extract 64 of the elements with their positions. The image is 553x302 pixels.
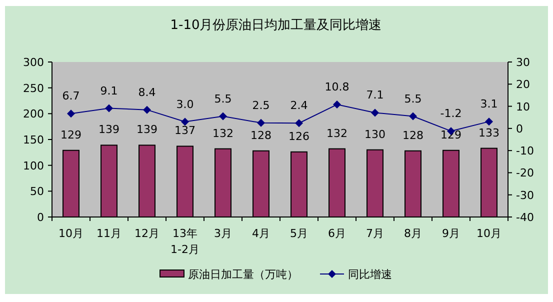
point bbox=[333, 100, 341, 109]
data-label: 132 bbox=[326, 126, 348, 140]
point bbox=[485, 118, 493, 126]
y2-tick-label: 10 bbox=[516, 100, 530, 114]
x-tick-label: 4月 bbox=[252, 227, 270, 240]
point bbox=[105, 104, 113, 112]
point bbox=[295, 119, 303, 128]
y2-tick-label: -20 bbox=[516, 166, 534, 180]
data-label: 139 bbox=[136, 123, 158, 136]
x-tick-label: 9月 bbox=[442, 227, 460, 240]
y-tick-label: 300 bbox=[23, 56, 44, 69]
y2-tick-label: 20 bbox=[516, 78, 530, 92]
data-label: 2.4 bbox=[290, 99, 308, 112]
x-tick-label: 8月 bbox=[404, 227, 422, 240]
y-tick-label: 100 bbox=[23, 159, 44, 172]
data-label: 9.1 bbox=[100, 84, 118, 98]
y-tick-label: 200 bbox=[23, 108, 44, 121]
x-tick-label: 5月 bbox=[290, 227, 308, 240]
data-label: 5.5 bbox=[404, 92, 422, 106]
y2-tick-label: 0 bbox=[516, 122, 523, 136]
data-label: 3.1 bbox=[480, 98, 498, 111]
x-tick-label: 13年 1-2月 bbox=[170, 227, 200, 256]
data-label: 7.1 bbox=[366, 88, 384, 102]
x-tick-label: 10月 bbox=[476, 227, 502, 240]
x-tick-label: 7月 bbox=[366, 227, 384, 240]
data-label: 5.5 bbox=[214, 92, 232, 106]
y2-tick-label: -30 bbox=[516, 188, 534, 202]
x-tick-label: 6月 bbox=[328, 227, 346, 240]
y-tick-label: 50 bbox=[30, 185, 44, 198]
y-tick-label: 0 bbox=[37, 211, 44, 224]
data-label: 128 bbox=[250, 128, 272, 142]
data-label: 133 bbox=[478, 126, 500, 140]
data-label: 126 bbox=[288, 130, 310, 143]
point bbox=[181, 118, 189, 126]
point bbox=[143, 106, 151, 114]
data-label: 128 bbox=[402, 128, 424, 142]
y2-tick-label: -10 bbox=[516, 144, 534, 158]
data-label: 6.7 bbox=[62, 90, 80, 103]
y-tick-label: 150 bbox=[23, 134, 44, 146]
point bbox=[409, 112, 417, 120]
data-label: 132 bbox=[212, 126, 234, 140]
data-label: 139 bbox=[98, 123, 120, 136]
y2-tick-label: 30 bbox=[516, 56, 530, 69]
y2-tick-label: -40 bbox=[516, 211, 534, 224]
data-label: -1.2 bbox=[440, 107, 462, 120]
data-label: 130 bbox=[364, 128, 386, 141]
x-tick-label: 12月 bbox=[134, 227, 160, 240]
x-tick-label: 11月 bbox=[96, 227, 122, 240]
x-tick-label: 10月 bbox=[58, 227, 84, 240]
point bbox=[219, 112, 227, 120]
data-label: 137 bbox=[174, 124, 196, 138]
legend-label: 原油日加工量（万吨） bbox=[188, 268, 298, 281]
data-label: 129 bbox=[60, 128, 82, 142]
chart-title: 1-10月份原油日均加工量及同比增速 bbox=[170, 18, 382, 33]
data-label: 10.8 bbox=[324, 80, 350, 94]
point bbox=[67, 110, 75, 118]
point bbox=[371, 108, 379, 117]
y-tick-label: 250 bbox=[23, 82, 44, 95]
data-label: 3.0 bbox=[176, 98, 194, 111]
data-label: 8.4 bbox=[138, 86, 156, 99]
x-tick-label: 3月 bbox=[214, 227, 232, 240]
point bbox=[257, 118, 265, 127]
legend-label: 同比增速 bbox=[348, 268, 392, 281]
data-label: 2.5 bbox=[252, 98, 270, 112]
